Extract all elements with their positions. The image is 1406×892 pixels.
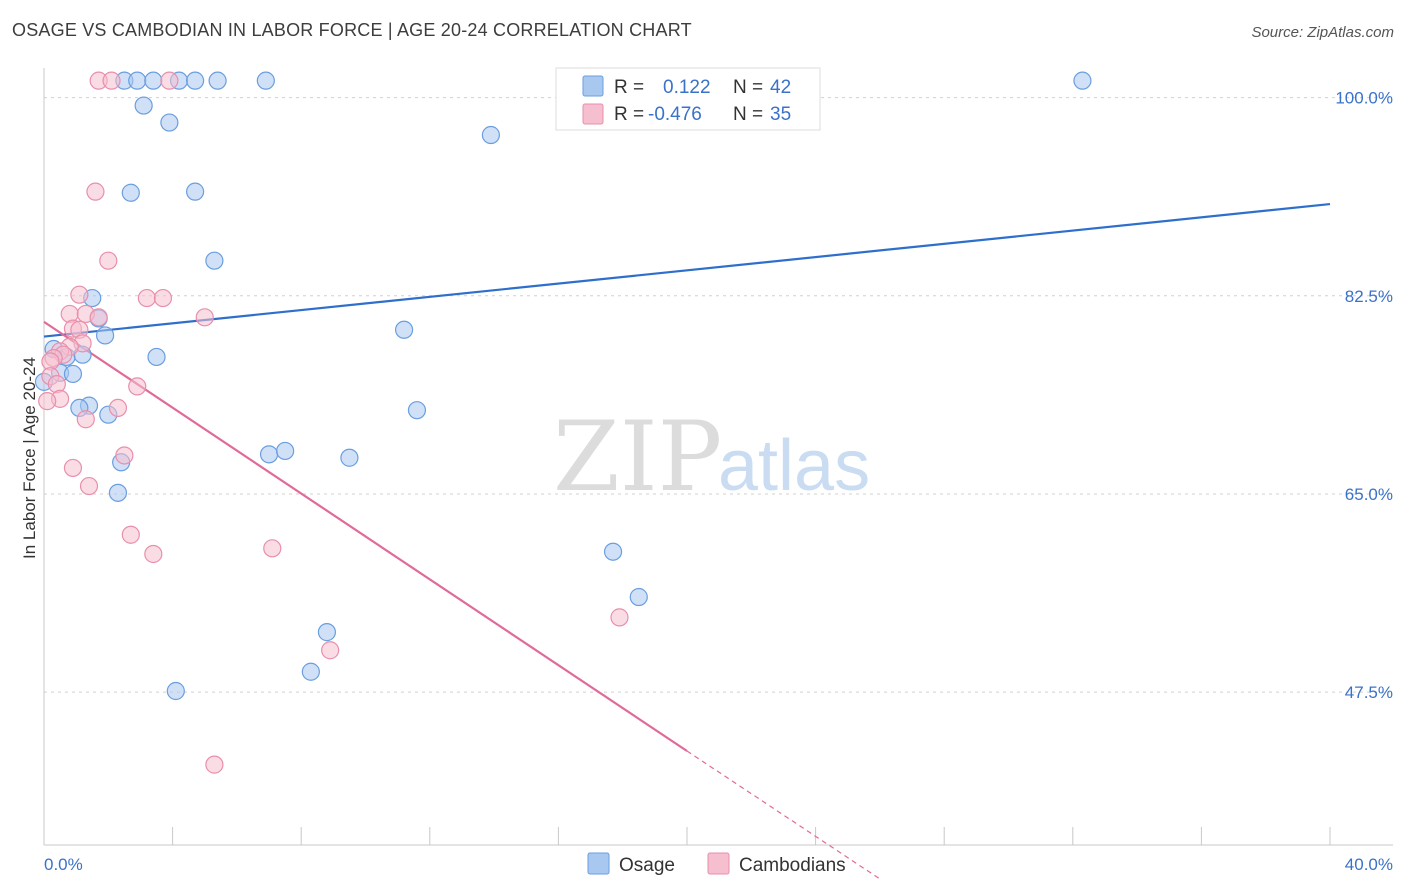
- osage-point: [276, 441, 295, 461]
- y-tick-label: 65.0%: [1345, 485, 1393, 504]
- cambodian-trend-line: [43, 320, 688, 752]
- osage-point: [63, 364, 83, 384]
- cambodian-point: [79, 476, 99, 496]
- osage-point: [95, 326, 115, 345]
- cambodian-point: [153, 288, 173, 308]
- osage-point: [166, 681, 185, 701]
- cambodian-point: [263, 539, 282, 558]
- osage-point: [128, 71, 147, 90]
- x-tick-label-min: 0.0%: [44, 855, 83, 874]
- legend-cambodian-n-value: 35: [770, 104, 791, 125]
- axes: 0.0% 40.0%: [43, 68, 1393, 874]
- osage-point: [407, 401, 427, 420]
- y-tick-label: 47.5%: [1345, 683, 1393, 702]
- bottom-legend-osage-label: Osage: [619, 855, 675, 876]
- cambodian-point: [205, 755, 224, 774]
- osage-point: [208, 71, 227, 90]
- legend-osage-r-value: 0.122: [663, 77, 711, 98]
- legend-osage-n-value: 42: [770, 77, 791, 98]
- y-tick-label: 82.5%: [1345, 287, 1393, 306]
- osage-point: [629, 587, 648, 607]
- x-tick-label-max: 40.0%: [1345, 855, 1393, 874]
- legend-cambodian-r-value: -0.476: [648, 104, 702, 125]
- cambodian-point: [99, 251, 118, 270]
- cambodian-point: [610, 608, 629, 627]
- bottom-legend-cambodian-label: Cambodians: [739, 855, 846, 876]
- cambodian-point: [108, 398, 128, 418]
- cambodian-point: [128, 377, 147, 396]
- legend-osage-n-label: N =: [733, 77, 763, 98]
- cambodian-point: [70, 285, 89, 304]
- y-axis-label: In Labor Force | Age 20-24: [20, 357, 39, 559]
- cambodian-point: [102, 71, 121, 90]
- cambodian-point: [60, 304, 79, 324]
- osage-point: [121, 183, 140, 202]
- osage-point: [147, 347, 166, 367]
- legend-cambodian-r-label: R =: [614, 104, 644, 125]
- osage-point: [256, 71, 275, 90]
- cambodian-point: [47, 375, 66, 394]
- bottom-legend-osage-swatch: [587, 852, 610, 875]
- bottom-legend-cambodian-swatch: [707, 852, 730, 875]
- chart-title: OSAGE VS CAMBODIAN IN LABOR FORCE | AGE …: [12, 20, 692, 40]
- cambodian-point: [160, 71, 179, 90]
- watermark-atlas: atlas: [718, 426, 870, 506]
- cambodian-point: [86, 182, 105, 201]
- osage-point: [603, 542, 623, 561]
- cambodian-point: [38, 392, 57, 411]
- osage-point: [186, 182, 205, 201]
- cambodian-point: [76, 410, 95, 429]
- cambodian-point: [321, 641, 340, 660]
- cambodian-trend-extension: [686, 750, 881, 880]
- cambodian-point: [144, 544, 163, 564]
- osage-point: [205, 251, 224, 270]
- cambodian-point: [195, 308, 214, 327]
- cambodian-point: [89, 308, 108, 327]
- cambodian-point: [137, 288, 156, 308]
- legend-osage-r-label: R =: [614, 77, 644, 98]
- osage-point: [394, 320, 414, 339]
- cambodian-point: [63, 458, 83, 478]
- osage-point: [481, 125, 500, 145]
- osage-point: [301, 662, 320, 681]
- osage-point: [317, 623, 337, 642]
- osage-point: [1073, 71, 1092, 90]
- legend-cambodian-swatch: [582, 103, 604, 125]
- osage-point: [134, 96, 153, 115]
- correlation-legend: R = 0.122 N = 42 R = -0.476 N = 35: [555, 67, 821, 131]
- osage-point: [160, 113, 179, 132]
- osage-point: [259, 445, 279, 464]
- series-legend: Osage Cambodians: [587, 852, 846, 876]
- data-points: [34, 71, 1092, 774]
- legend-osage-swatch: [582, 75, 604, 97]
- watermark-zip: ZIP: [553, 401, 722, 513]
- osage-point: [340, 448, 359, 467]
- legend-cambodian-n-label: N =: [733, 104, 763, 125]
- y-tick-label: 100.0%: [1335, 89, 1393, 108]
- trend-lines: [43, 202, 1331, 880]
- gridlines: 47.5% 65.0% 82.5% 100.0%: [44, 89, 1393, 702]
- osage-trend-line: [43, 202, 1331, 338]
- osage-point: [108, 483, 128, 502]
- osage-point: [186, 71, 205, 90]
- osage-point: [144, 71, 163, 90]
- cambodian-point: [115, 446, 134, 465]
- source-label: Source: ZipAtlas.com: [1251, 24, 1394, 41]
- cambodian-point: [121, 525, 140, 544]
